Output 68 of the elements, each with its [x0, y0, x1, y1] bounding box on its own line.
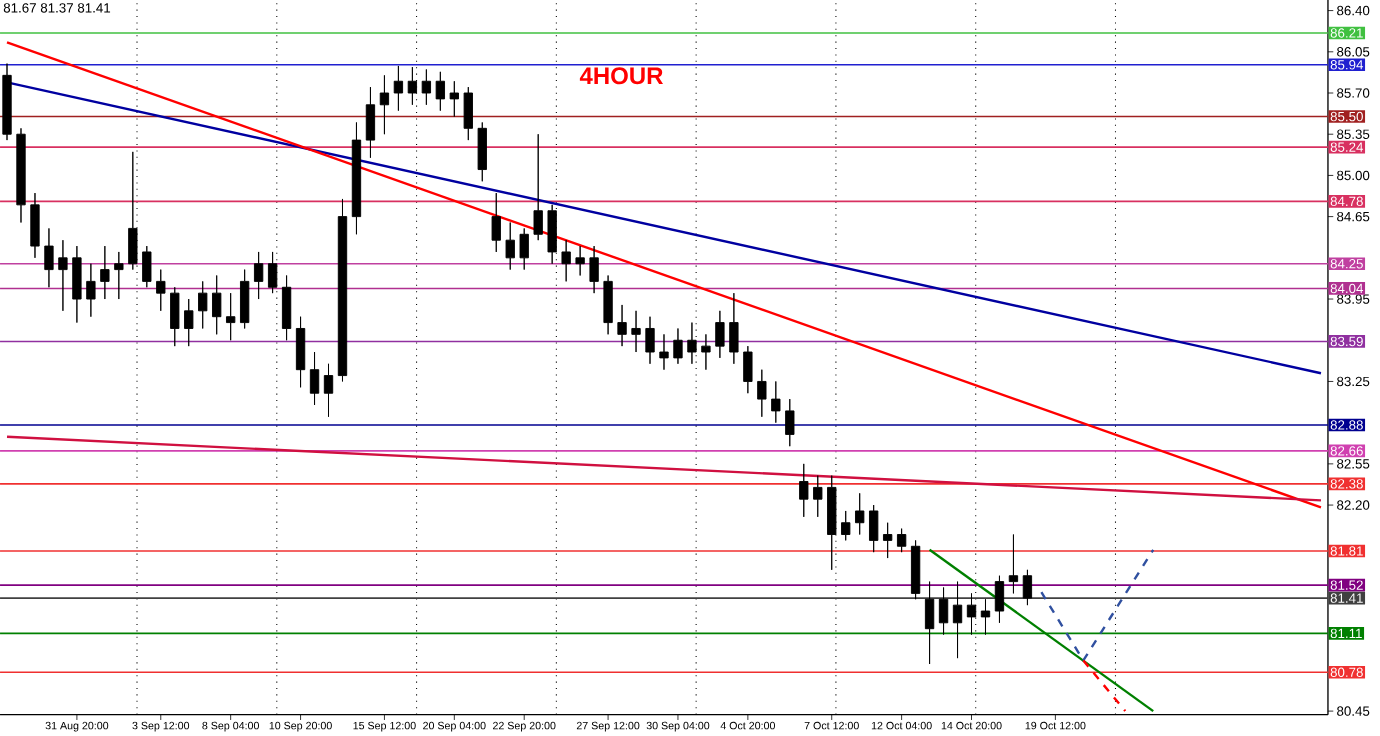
candlestick [659, 333, 669, 371]
candlestick [729, 292, 739, 365]
candlestick [701, 333, 711, 371]
candlestick [855, 492, 865, 535]
candlestick [533, 133, 543, 241]
candlestick [519, 227, 529, 271]
candlestick [44, 227, 54, 288]
text: 4HOUR [579, 67, 664, 85]
candlestick [58, 239, 68, 312]
candlestick [114, 251, 124, 300]
candlestick [226, 292, 236, 341]
candlestick [281, 275, 292, 341]
candlestick [30, 192, 40, 259]
candlestick [938, 587, 949, 636]
candlestick [421, 68, 432, 106]
candlestick [882, 522, 893, 559]
candlestick [323, 363, 334, 418]
candlestick [86, 263, 96, 318]
candlestick [617, 304, 627, 347]
candlestick [337, 198, 348, 382]
candlestick [156, 269, 166, 312]
candlestick [463, 86, 473, 141]
candlestick [16, 127, 26, 223]
candlestick [2, 63, 12, 141]
candlestick [170, 286, 180, 347]
candlestick [757, 369, 767, 418]
candlestick [785, 398, 795, 447]
candlestick [212, 275, 222, 335]
candlestick [435, 71, 445, 112]
candlestick [589, 245, 599, 294]
candlestick [253, 251, 264, 300]
candlestick [673, 328, 683, 365]
candlestick [393, 65, 404, 112]
candlestick [645, 316, 655, 365]
candlestick [994, 575, 1005, 624]
candlestick [799, 463, 809, 518]
candlestick [980, 598, 991, 636]
candlestick [631, 310, 641, 353]
candlestick [365, 86, 376, 159]
candlestick [910, 539, 921, 600]
candlestick [184, 298, 194, 347]
candlestick [379, 74, 390, 135]
candlestick [715, 310, 725, 359]
candlestick [575, 245, 585, 276]
candlestick [561, 239, 571, 282]
candlestick [351, 121, 362, 235]
candlestick [449, 80, 459, 118]
candlestick [100, 245, 110, 300]
candlestick [239, 269, 250, 329]
candlestick [491, 192, 501, 253]
candlestick [72, 245, 82, 324]
candlestick [841, 510, 851, 541]
candlestick [952, 581, 963, 659]
candlestick [603, 275, 613, 335]
candlestick [869, 504, 879, 553]
candlestick [198, 280, 208, 329]
candlestick [295, 316, 306, 388]
candlestick [309, 351, 320, 406]
candlestick [142, 245, 152, 288]
candlestick [1008, 534, 1019, 594]
candlestick [743, 345, 753, 394]
candlestick [1022, 569, 1033, 606]
candlestick [477, 121, 487, 182]
candlestick [771, 380, 781, 424]
candlestick [896, 528, 907, 553]
candlestick [924, 581, 935, 665]
candlestick [505, 222, 515, 271]
candlestick [813, 475, 823, 518]
